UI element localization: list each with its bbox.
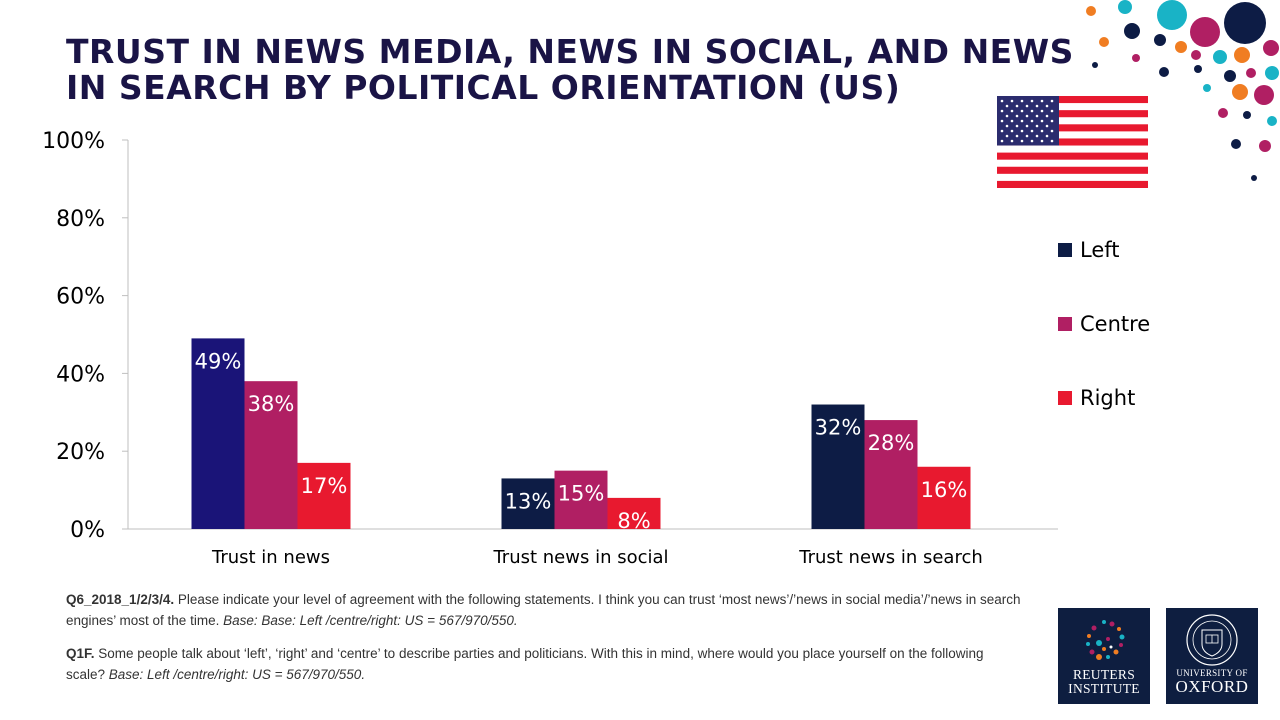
data-label-centre-3: 28% — [868, 431, 915, 455]
reuters-institute-logo: REUTERS INSTITUTE — [1058, 608, 1150, 704]
y-tick-label: 0% — [70, 518, 105, 543]
legend-swatch-left — [1058, 243, 1072, 257]
y-tick-label: 100% — [42, 129, 105, 154]
reuters-dots-icon — [1086, 620, 1125, 660]
footnote-q6-text: Please indicate your level of agreement … — [66, 592, 1021, 628]
legend-item-centre: Centre — [1058, 310, 1150, 338]
footnote-q6-code: Q6_2018_1/2/3/4. — [66, 592, 175, 607]
bar-left-1 — [191, 338, 245, 529]
legend-label-right: Right — [1080, 386, 1136, 410]
legend-label-left: Left — [1080, 238, 1120, 262]
oxford-crest-icon — [1186, 614, 1238, 666]
dots-decoration-icon — [1086, 0, 1279, 181]
bar-left-2 — [501, 478, 555, 529]
bar-right-2 — [607, 497, 661, 529]
data-label-right-1: 17% — [301, 474, 348, 498]
y-tick-label: 80% — [56, 207, 105, 232]
reuters-logo-text: REUTERS INSTITUTE — [1058, 668, 1150, 696]
oxford-crest-logo: UNIVERSITY OF OXFORD — [1166, 608, 1258, 704]
footnotes: Q6_2018_1/2/3/4. Please indicate your le… — [66, 589, 1026, 697]
chart-legend: Left Centre Right — [1058, 236, 1150, 458]
bar-left-3 — [811, 404, 865, 529]
data-label-right-2: 8% — [617, 509, 650, 533]
category-label: Trust in news — [211, 547, 330, 568]
legend-swatch-centre — [1058, 317, 1072, 331]
reuters-line-2: INSTITUTE — [1068, 681, 1140, 696]
footnote-q1f: Q1F. Some people talk about ‘left’, ‘rig… — [66, 643, 1026, 685]
data-label-left-3: 32% — [815, 416, 862, 440]
title-line-1: TRUST IN NEWS MEDIA, NEWS IN SOCIAL, AND… — [66, 32, 1074, 71]
footnote-q1f-text: Some people talk about ‘left’, ‘right’ a… — [66, 646, 984, 682]
data-label-centre-2: 15% — [558, 482, 605, 506]
legend-item-left: Left — [1058, 236, 1150, 264]
oxford-line-1: UNIVERSITY OF — [1176, 668, 1248, 678]
bar-right-3 — [917, 466, 971, 529]
us-flag-icon — [997, 96, 1148, 188]
footnote-q1f-base: Base: Left /centre/right: US = 567/970/5… — [108, 667, 366, 682]
footnote-q1f-code: Q1F. — [66, 646, 95, 661]
data-label-right-3: 16% — [921, 478, 968, 502]
legend-swatch-right — [1058, 391, 1072, 405]
oxford-line-2: OXFORD — [1175, 677, 1249, 696]
title-line-2: IN SEARCH BY POLITICAL ORIENTATION (US) — [66, 68, 901, 107]
bar-centre-1 — [244, 381, 298, 529]
y-tick-label: 40% — [56, 362, 105, 387]
data-label-centre-1: 38% — [248, 392, 295, 416]
y-tick-label: 20% — [56, 440, 105, 465]
bar-centre-3 — [864, 420, 918, 529]
legend-label-centre: Centre — [1080, 312, 1151, 336]
bar-right-1 — [297, 462, 351, 529]
data-label-left-1: 49% — [195, 349, 242, 373]
category-label: Trust news in search — [798, 547, 983, 568]
bar-centre-2 — [554, 470, 608, 529]
footnote-q6: Q6_2018_1/2/3/4. Please indicate your le… — [66, 589, 1026, 631]
data-label-left-2: 13% — [505, 489, 552, 513]
reuters-line-1: REUTERS — [1072, 667, 1136, 682]
y-tick-label: 60% — [56, 285, 105, 310]
slide-title: TRUST IN NEWS MEDIA, NEWS IN SOCIAL, AND… — [66, 34, 1076, 106]
category-label: Trust news in social — [492, 547, 668, 568]
footnote-q6-base: Base: Base: Left /centre/right: US = 567… — [223, 613, 518, 628]
legend-item-right: Right — [1058, 384, 1150, 412]
